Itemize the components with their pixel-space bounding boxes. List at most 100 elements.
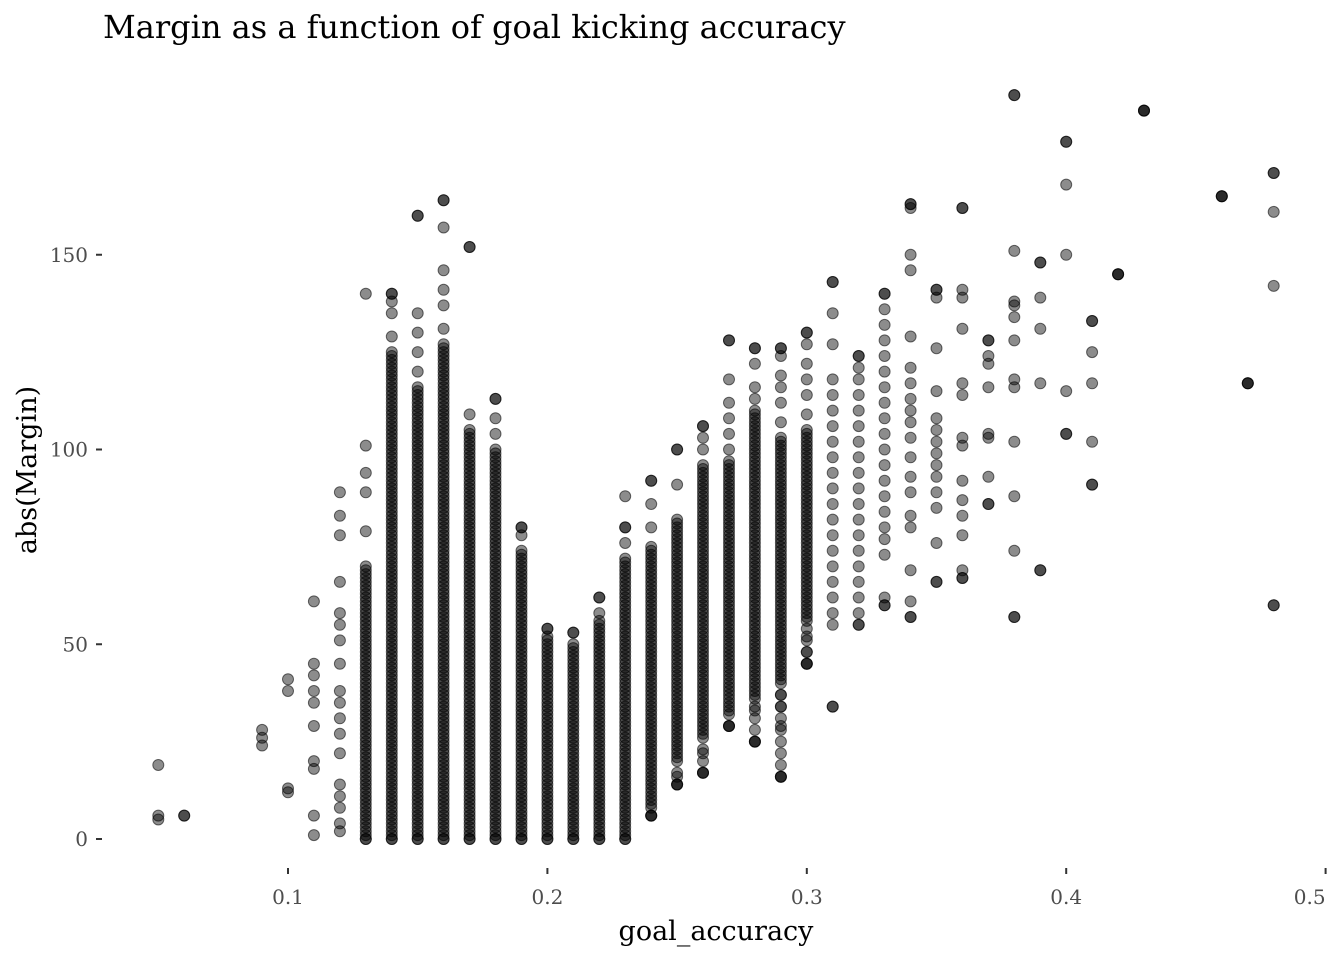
data-point bbox=[852, 575, 865, 588]
data-point bbox=[463, 833, 476, 845]
data-point bbox=[956, 377, 969, 390]
data-point bbox=[359, 564, 372, 577]
data-point bbox=[774, 747, 787, 760]
data-point bbox=[1008, 373, 1021, 386]
data-point bbox=[359, 486, 372, 499]
data-point bbox=[800, 427, 813, 440]
data-point bbox=[333, 778, 346, 791]
data-point bbox=[645, 498, 658, 510]
data-point bbox=[307, 829, 320, 842]
data-point bbox=[1008, 244, 1021, 257]
data-point bbox=[437, 299, 450, 312]
data-point bbox=[1008, 435, 1021, 448]
data-point bbox=[1034, 256, 1047, 269]
data-point bbox=[1008, 311, 1021, 324]
data-point bbox=[826, 607, 839, 620]
data-point bbox=[697, 443, 709, 456]
data-point bbox=[956, 474, 969, 487]
data-point bbox=[826, 498, 839, 510]
data-point bbox=[697, 743, 709, 756]
data-point bbox=[489, 833, 502, 845]
data-point bbox=[567, 642, 580, 655]
data-point bbox=[333, 825, 346, 838]
data-point bbox=[904, 198, 917, 211]
data-point bbox=[1267, 167, 1280, 179]
data-point bbox=[956, 431, 969, 444]
data-point bbox=[1008, 295, 1021, 308]
data-point bbox=[878, 318, 891, 331]
data-point bbox=[852, 435, 865, 448]
data-point bbox=[437, 338, 450, 351]
data-point bbox=[774, 720, 787, 732]
data-point bbox=[1267, 279, 1280, 292]
data-point bbox=[619, 833, 632, 845]
data-point bbox=[1086, 478, 1099, 491]
points-layer bbox=[152, 89, 1280, 845]
data-point bbox=[437, 264, 450, 277]
data-point bbox=[541, 634, 554, 647]
data-point bbox=[619, 556, 632, 569]
data-point bbox=[619, 552, 632, 565]
data-point bbox=[904, 330, 917, 343]
data-point bbox=[852, 389, 865, 401]
data-point bbox=[930, 575, 943, 588]
data-point bbox=[748, 704, 761, 717]
data-point bbox=[697, 431, 709, 444]
data-point bbox=[800, 373, 813, 386]
data-point bbox=[878, 412, 891, 425]
data-point bbox=[359, 833, 372, 845]
data-point bbox=[282, 782, 294, 795]
data-point bbox=[333, 657, 346, 670]
data-point bbox=[852, 498, 865, 510]
data-point bbox=[1060, 178, 1073, 191]
data-point bbox=[697, 420, 709, 433]
data-point bbox=[878, 396, 891, 409]
data-point bbox=[956, 202, 969, 214]
data-point bbox=[593, 607, 606, 620]
data-point bbox=[852, 482, 865, 495]
data-point bbox=[748, 735, 761, 748]
data-point bbox=[411, 209, 424, 222]
data-point bbox=[930, 342, 943, 355]
data-point bbox=[333, 696, 346, 709]
data-point bbox=[878, 287, 891, 300]
data-point bbox=[852, 560, 865, 573]
data-point bbox=[774, 342, 787, 355]
data-point bbox=[774, 416, 787, 429]
data-point bbox=[385, 346, 398, 359]
data-point bbox=[826, 435, 839, 448]
data-point bbox=[515, 544, 528, 557]
data-point bbox=[385, 350, 398, 362]
data-point bbox=[1008, 334, 1021, 347]
data-point bbox=[904, 564, 917, 577]
data-point bbox=[671, 443, 684, 456]
data-point bbox=[774, 431, 787, 444]
data-point bbox=[697, 766, 709, 779]
data-point bbox=[748, 408, 761, 421]
data-point bbox=[826, 420, 839, 433]
data-point bbox=[852, 451, 865, 464]
data-point bbox=[826, 389, 839, 401]
data-point bbox=[1008, 544, 1021, 557]
data-point bbox=[800, 646, 813, 658]
data-point bbox=[359, 287, 372, 300]
y-tick-label: 50 bbox=[63, 632, 88, 656]
data-point bbox=[774, 723, 787, 736]
data-point bbox=[1034, 377, 1047, 390]
data-point bbox=[930, 459, 943, 472]
data-point bbox=[1034, 322, 1047, 335]
data-point bbox=[671, 778, 684, 791]
data-point bbox=[333, 685, 346, 697]
data-point bbox=[800, 634, 813, 647]
data-point bbox=[593, 833, 606, 845]
data-point bbox=[852, 618, 865, 631]
data-point bbox=[878, 365, 891, 378]
data-point bbox=[904, 509, 917, 522]
data-point bbox=[774, 381, 787, 394]
data-point bbox=[878, 474, 891, 487]
data-point bbox=[852, 420, 865, 433]
data-point bbox=[437, 221, 450, 234]
data-point bbox=[333, 486, 346, 499]
data-point bbox=[852, 466, 865, 479]
data-point bbox=[437, 342, 450, 355]
